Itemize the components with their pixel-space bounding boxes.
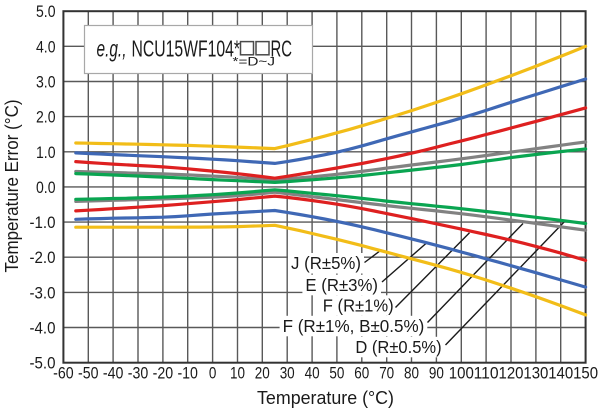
svg-text:5.0: 5.0 (36, 3, 56, 21)
svg-text:-40: -40 (103, 364, 124, 382)
svg-text:-4.0: -4.0 (30, 320, 56, 338)
svg-text:1.0: 1.0 (36, 144, 56, 162)
svg-text:F (R±1%): F (R±1%) (323, 295, 394, 315)
svg-text:120: 120 (499, 364, 524, 382)
svg-text:Temperature (°C): Temperature (°C) (257, 387, 394, 408)
svg-text:-1.0: -1.0 (30, 214, 56, 232)
svg-text:4.0: 4.0 (36, 38, 56, 56)
svg-text:-2.0: -2.0 (30, 249, 56, 267)
svg-text:0: 0 (209, 364, 217, 382)
svg-text:e.g.,: e.g., (97, 36, 127, 62)
svg-text:90: 90 (429, 364, 444, 382)
svg-text:NCU15WF104*: NCU15WF104* (132, 36, 241, 62)
svg-text:60: 60 (354, 364, 369, 382)
svg-text:*=D~J: *=D~J (233, 55, 276, 69)
svg-text:-3.0: -3.0 (30, 284, 56, 302)
svg-text:2.0: 2.0 (36, 109, 56, 127)
svg-text:110: 110 (474, 364, 499, 382)
svg-text:3.0: 3.0 (36, 74, 56, 92)
svg-text:100: 100 (449, 364, 474, 382)
svg-text:40: 40 (305, 364, 320, 382)
svg-text:20: 20 (255, 364, 270, 382)
svg-text:-5.0: -5.0 (30, 355, 56, 373)
svg-text:70: 70 (379, 364, 394, 382)
svg-text:-30: -30 (128, 364, 149, 382)
svg-text:140: 140 (548, 364, 573, 382)
svg-text:50: 50 (329, 364, 344, 382)
svg-text:150: 150 (573, 364, 598, 382)
svg-text:F (R±1%, B±0.5%): F (R±1%, B±0.5%) (283, 316, 425, 336)
svg-text:30: 30 (280, 364, 295, 382)
svg-text:D (R±0.5%): D (R±0.5%) (355, 337, 441, 357)
svg-text:-10: -10 (177, 364, 198, 382)
svg-text:RC: RC (271, 36, 293, 62)
svg-text:-20: -20 (153, 364, 174, 382)
svg-text:10: 10 (230, 364, 245, 382)
svg-text:E (R±3%): E (R±3%) (305, 275, 378, 295)
svg-text:130: 130 (523, 364, 548, 382)
svg-text:Temperature Error (°C): Temperature Error (°C) (1, 100, 22, 273)
svg-text:0.0: 0.0 (36, 179, 56, 197)
svg-text:80: 80 (404, 364, 419, 382)
svg-text:-60: -60 (53, 364, 74, 382)
svg-text:J (R±5%): J (R±5%) (291, 253, 361, 273)
svg-text:-50: -50 (78, 364, 99, 382)
